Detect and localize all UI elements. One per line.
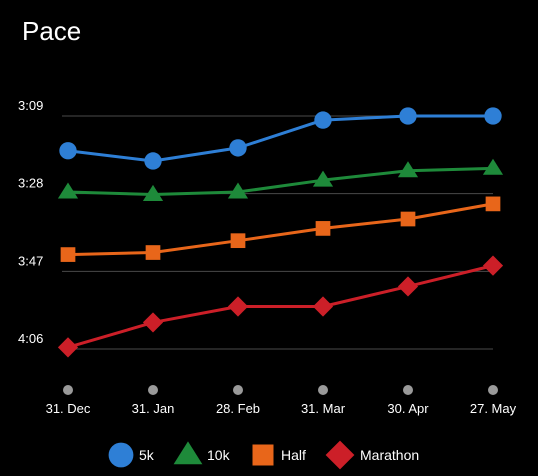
x-tick-label: 31. Dec	[46, 401, 91, 416]
series-marathon	[57, 255, 504, 358]
x-tick-label: 30. Apr	[387, 401, 429, 416]
data-point	[60, 247, 76, 262]
series-half	[60, 196, 501, 262]
x-tick-dot	[63, 385, 73, 395]
data-point	[399, 107, 417, 125]
data-point	[482, 158, 504, 175]
data-point	[315, 221, 331, 236]
data-point	[400, 211, 416, 227]
y-tick-label: 4:06	[18, 331, 43, 346]
data-point	[229, 139, 247, 157]
legend-marker	[252, 444, 274, 466]
chart-title: Pace	[22, 16, 82, 46]
data-point	[57, 182, 79, 199]
data-point	[397, 161, 419, 178]
data-point	[312, 170, 334, 187]
data-point	[142, 312, 164, 333]
legend-item-5k[interactable]: 5k	[108, 442, 155, 468]
legend-label: 5k	[139, 447, 155, 463]
x-tick-dot	[318, 385, 328, 395]
legend-item-half[interactable]: Half	[252, 444, 307, 466]
x-tick-dot	[403, 385, 413, 395]
data-point	[142, 184, 164, 201]
y-tick-label: 3:28	[18, 176, 43, 191]
data-point	[484, 107, 502, 125]
data-point	[227, 296, 249, 317]
x-tick-dot	[488, 385, 498, 395]
x-tick-label: 27. May	[470, 401, 517, 416]
y-tick-label: 3:09	[18, 98, 43, 113]
legend-marker	[173, 441, 203, 465]
series-line	[66, 114, 495, 163]
data-point	[312, 296, 334, 317]
x-tick-label: 31. Jan	[132, 401, 175, 416]
series-line	[66, 166, 495, 196]
x-tick-label: 31. Mar	[301, 401, 346, 416]
legend-label: Half	[281, 447, 306, 463]
legend-label: 10k	[207, 447, 231, 463]
legend-label: Marathon	[360, 447, 419, 463]
series-layer	[57, 107, 504, 358]
y-axis: 3:09 3:28 3:47 4:06	[18, 98, 43, 346]
data-point	[145, 245, 161, 260]
series-line	[66, 202, 495, 257]
data-point	[482, 255, 504, 276]
x-tick-dot	[148, 385, 158, 395]
data-point	[397, 276, 419, 297]
x-axis: 31. Dec 31. Jan 28. Feb 31. Mar 30. Apr 27. M…	[46, 385, 517, 416]
series-5k	[59, 107, 502, 170]
series-10k	[57, 158, 504, 201]
legend-marker	[108, 442, 134, 468]
x-tick-dot	[233, 385, 243, 395]
series-line	[66, 264, 495, 349]
x-tick-label: 28. Feb	[216, 401, 260, 416]
data-point	[314, 111, 332, 129]
data-point	[144, 152, 162, 170]
legend-marker	[325, 440, 355, 470]
data-point	[57, 337, 79, 358]
data-point	[485, 196, 501, 212]
grid-layer	[62, 115, 493, 350]
data-point	[230, 233, 246, 249]
data-point	[227, 182, 249, 199]
legend: 5k 10k Half Marathon	[108, 440, 420, 470]
legend-item-10k[interactable]: 10k	[173, 441, 231, 465]
data-point	[59, 142, 77, 160]
legend-item-marathon[interactable]: Marathon	[325, 440, 420, 470]
y-tick-label: 3:47	[18, 253, 43, 268]
